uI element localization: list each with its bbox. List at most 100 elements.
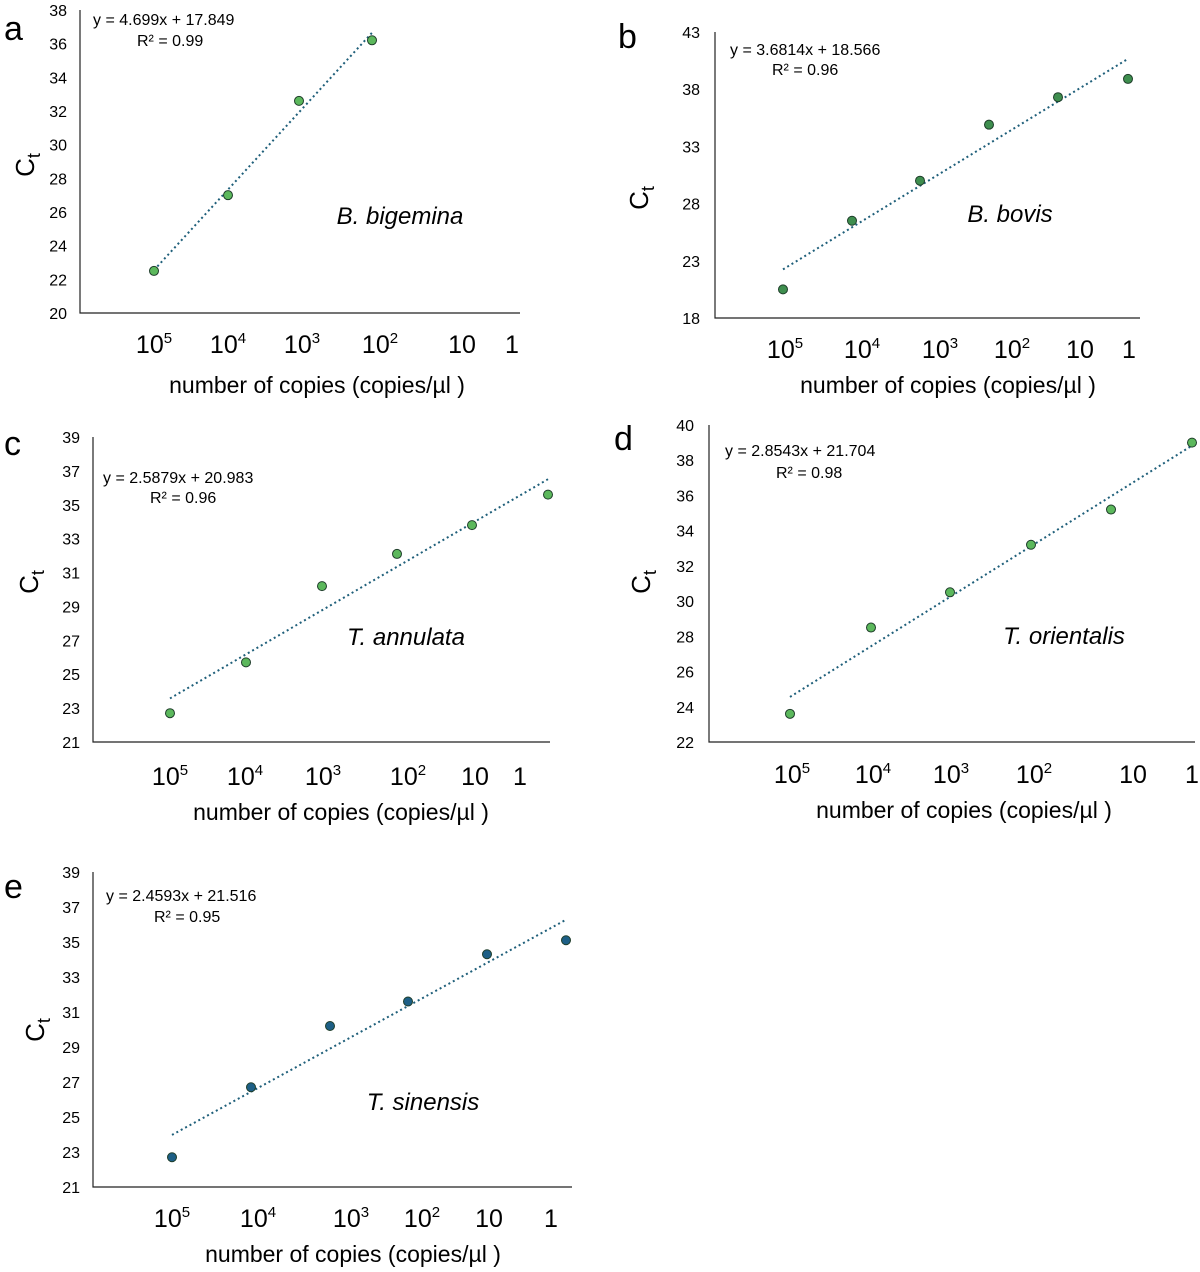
x-tick-label: 102 [1016, 760, 1052, 789]
x-tick-label: 104 [227, 762, 263, 791]
r-squared-label: R² = 0.95 [154, 909, 220, 926]
x-tick-label: 104 [240, 1204, 276, 1233]
r-squared-label: R² = 0.98 [776, 465, 842, 482]
y-tick-label: 28 [682, 197, 700, 214]
data-point [915, 175, 925, 186]
y-tick-label: 23 [682, 254, 700, 271]
panel-letter-c: c [4, 425, 21, 463]
y-tick-label: 27 [62, 633, 80, 650]
y-tick-label: 23 [62, 1145, 80, 1162]
data-point [223, 190, 233, 201]
x-tick-label: 102 [390, 762, 426, 791]
y-tick-label: 24 [49, 239, 67, 256]
y-axis-label: Ct [10, 153, 44, 177]
x-tick-label: 104 [855, 760, 891, 789]
species-annotation: B. bigemina [337, 203, 464, 230]
y-tick-label: 26 [676, 665, 694, 682]
axes-c [92, 437, 550, 743]
data-point [561, 935, 571, 946]
y-tick-label: 35 [62, 498, 80, 515]
x-tick-label: 105 [774, 760, 810, 789]
data-point [149, 265, 159, 276]
x-tick-label: 103 [305, 762, 341, 791]
y-tick-label: 34 [676, 524, 694, 541]
y-axis-label: Ct [624, 186, 658, 210]
y-tick-label: 39 [62, 865, 80, 882]
x-tick-label: 1 [544, 1205, 558, 1233]
x-tick-label: 105 [154, 1204, 190, 1233]
trendline-equation: y = 2.5879x + 20.983 [103, 470, 253, 487]
data-point [847, 215, 857, 226]
x-axis-label: number of copies (copies/µl ) [193, 799, 489, 825]
data-point [543, 489, 553, 500]
y-tick-label: 32 [676, 559, 694, 576]
data-point [165, 708, 175, 719]
axes-a [79, 10, 520, 314]
y-tick-label: 33 [682, 139, 700, 156]
x-tick-label: 1 [505, 331, 519, 359]
y-tick-label: 30 [676, 594, 694, 611]
y-tick-label: 33 [62, 970, 80, 987]
x-tick-label: 105 [152, 762, 188, 791]
x-axis-label: number of copies (copies/µl ) [205, 1241, 501, 1267]
y-tick-label: 26 [49, 205, 67, 222]
data-point [1123, 73, 1133, 84]
y-tick-label: 38 [682, 82, 700, 99]
data-point [167, 1152, 177, 1163]
species-annotation: T. sinensis [367, 1089, 480, 1116]
y-tick-label: 18 [682, 311, 700, 328]
data-point [945, 587, 955, 598]
data-point [317, 581, 327, 592]
data-point [294, 95, 304, 106]
x-tick-label: 104 [844, 335, 880, 364]
y-tick-label: 31 [62, 1005, 80, 1022]
y-tick-label: 24 [676, 700, 694, 717]
x-tick-label: 10 [461, 763, 489, 791]
y-tick-label: 36 [49, 37, 67, 54]
axes-b [714, 32, 1140, 319]
y-tick-label: 35 [62, 935, 80, 952]
x-tick-label: 1 [513, 763, 527, 791]
trendline-a [153, 32, 373, 271]
y-axis-label: Ct [20, 1018, 54, 1042]
x-tick-label: 1 [1122, 336, 1136, 364]
y-tick-label: 33 [62, 532, 80, 549]
x-tick-label: 103 [922, 335, 958, 364]
data-point [403, 996, 413, 1007]
data-point [1106, 504, 1116, 515]
panel-letter-a: a [4, 10, 23, 48]
r-squared-label: R² = 0.99 [137, 33, 203, 50]
data-point [467, 520, 477, 531]
panel-letter-b: b [618, 18, 637, 56]
data-point [325, 1021, 335, 1031]
x-tick-label: 105 [136, 330, 172, 359]
data-point [241, 657, 251, 668]
x-tick-label: 10 [448, 331, 476, 359]
y-tick-label: 30 [49, 138, 67, 155]
x-tick-label: 105 [767, 335, 803, 364]
x-axis-label: number of copies (copies/µl ) [816, 797, 1112, 823]
y-tick-label: 25 [62, 667, 80, 684]
x-tick-label: 104 [210, 330, 246, 359]
trendline-equation: y = 2.4593x + 21.516 [106, 888, 256, 905]
panel-letter-d: d [614, 420, 633, 458]
y-tick-label: 38 [676, 453, 694, 470]
y-tick-label: 22 [49, 272, 67, 289]
x-tick-label: 10 [1066, 336, 1094, 364]
y-tick-label: 37 [62, 900, 80, 917]
r-squared-label: R² = 0.96 [150, 490, 216, 507]
x-tick-label: 102 [404, 1204, 440, 1233]
data-point [1187, 437, 1197, 448]
data-point [1026, 539, 1036, 550]
y-tick-label: 20 [49, 306, 67, 323]
species-annotation: T. orientalis [1003, 623, 1125, 650]
y-tick-label: 22 [676, 735, 694, 752]
x-tick-label: 103 [333, 1204, 369, 1233]
y-tick-label: 28 [676, 629, 694, 646]
y-tick-label: 36 [676, 488, 694, 505]
y-tick-label: 37 [62, 464, 80, 481]
trendline-equation: y = 3.6814x + 18.566 [730, 42, 880, 59]
y-tick-label: 29 [62, 599, 80, 616]
